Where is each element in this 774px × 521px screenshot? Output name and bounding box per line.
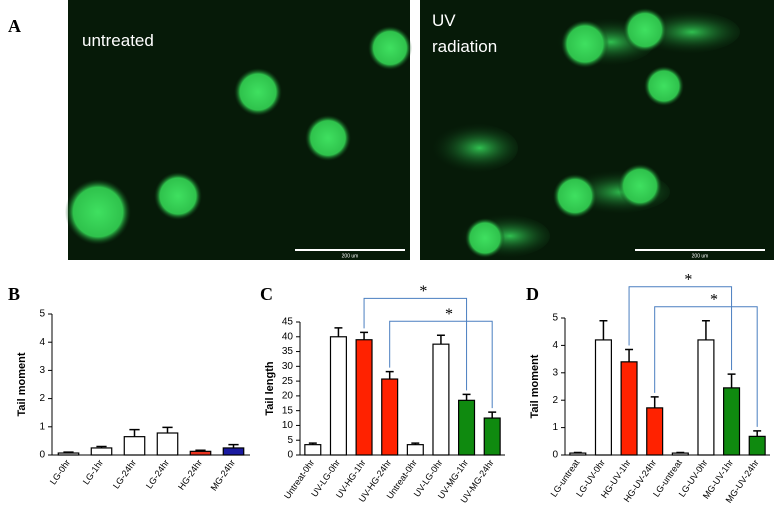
- y-tick-label: 4: [39, 337, 45, 348]
- bar: [329, 336, 347, 456]
- bar: [57, 452, 80, 456]
- significance-bracket: [363, 297, 468, 391]
- image-caption: untreated: [82, 31, 154, 50]
- bar: [355, 339, 373, 456]
- significance-bracket: [654, 306, 758, 427]
- bar: [222, 447, 245, 456]
- y-tick-label: 10: [282, 420, 294, 431]
- bar: [671, 452, 689, 456]
- y-tick-label: 3: [552, 367, 558, 378]
- micrograph-untreated: untreated 200 um: [65, 0, 412, 260]
- y-tick-label: 2: [39, 393, 45, 404]
- y-tick-label: 0: [39, 450, 45, 461]
- error-bar: [573, 451, 582, 454]
- bar: [594, 339, 612, 456]
- x-tick-label: MG-24hr: [209, 458, 238, 493]
- error-bar: [676, 451, 685, 454]
- significance-marker: *: [419, 283, 427, 300]
- y-tick-label: 5: [287, 435, 293, 446]
- y-tick-label: 40: [282, 331, 294, 342]
- bar: [748, 435, 766, 456]
- bar: [458, 399, 476, 456]
- panel-label: D: [526, 284, 539, 304]
- x-tick-label: LG-1hr: [81, 458, 105, 487]
- y-tick-label: 3: [39, 365, 45, 376]
- error-bar: [63, 451, 74, 454]
- y-tick-label: 5: [552, 313, 558, 324]
- bar: [189, 450, 212, 456]
- bar: [646, 407, 664, 456]
- y-tick-label: 25: [282, 376, 294, 387]
- y-tick-label: 2: [552, 395, 558, 406]
- micrograph-uv: UV radiation 200 um: [420, 0, 774, 260]
- significance-bracket: [628, 286, 733, 371]
- y-tick-label: 45: [282, 317, 294, 328]
- error-bar: [129, 428, 140, 437]
- panel-label: C: [260, 284, 273, 304]
- bar: [304, 444, 322, 456]
- bar: [90, 447, 113, 456]
- y-tick-label: 1: [552, 422, 558, 433]
- y-tick-label: 15: [282, 405, 294, 416]
- bar: [569, 452, 587, 456]
- y-axis-title: Tail length: [264, 361, 276, 415]
- y-tick-label: 5: [39, 309, 45, 320]
- error-bar: [411, 442, 420, 445]
- bar: [483, 417, 501, 456]
- bar: [697, 339, 715, 456]
- x-tick-label: HG-24hr: [176, 458, 204, 492]
- significance-bracket: [389, 320, 493, 409]
- error-bar: [650, 396, 659, 408]
- y-tick-label: 20: [282, 391, 294, 402]
- error-bar: [96, 445, 107, 448]
- error-bar: [701, 319, 710, 340]
- bar: [723, 387, 741, 456]
- error-bar: [753, 430, 762, 437]
- error-bar: [385, 370, 394, 380]
- error-bar: [228, 443, 239, 448]
- significance-marker: *: [710, 291, 718, 308]
- panel-label: B: [8, 284, 20, 304]
- y-tick-label: 0: [552, 450, 558, 461]
- bar: [432, 343, 450, 456]
- y-tick-label: 35: [282, 346, 294, 357]
- image-caption: radiation: [432, 37, 497, 56]
- significance-marker: *: [445, 306, 453, 323]
- error-bar: [334, 327, 343, 337]
- error-bar: [599, 319, 608, 340]
- significance-marker: *: [684, 271, 692, 288]
- y-tick-label: 30: [282, 361, 294, 372]
- bar: [620, 361, 638, 456]
- error-bar: [308, 442, 317, 445]
- y-tick-label: 4: [552, 340, 558, 351]
- scale-bar-label: 200 um: [342, 253, 359, 259]
- x-tick-label: LG-24hr: [111, 458, 138, 491]
- bar: [123, 436, 146, 456]
- error-bar: [436, 334, 445, 345]
- bar: [156, 432, 179, 456]
- error-bar: [625, 348, 634, 362]
- y-axis-title: Tail moment: [529, 354, 541, 418]
- y-tick-label: 1: [39, 421, 45, 432]
- error-bar: [162, 426, 173, 434]
- scale-bar-label: 200 um: [692, 253, 709, 259]
- y-tick-label: 0: [287, 450, 293, 461]
- bar: [381, 378, 399, 456]
- x-tick-label: LG-24hr: [144, 458, 171, 491]
- bar: [406, 444, 424, 456]
- y-axis-title: Tail moment: [16, 352, 28, 416]
- error-bar: [462, 393, 471, 401]
- error-bar: [727, 373, 736, 388]
- x-tick-label: LG-0hr: [48, 458, 72, 487]
- error-bar: [195, 449, 206, 452]
- error-bar: [488, 411, 497, 419]
- image-caption: UV: [432, 11, 456, 30]
- panel-label: A: [8, 16, 21, 36]
- error-bar: [360, 331, 369, 340]
